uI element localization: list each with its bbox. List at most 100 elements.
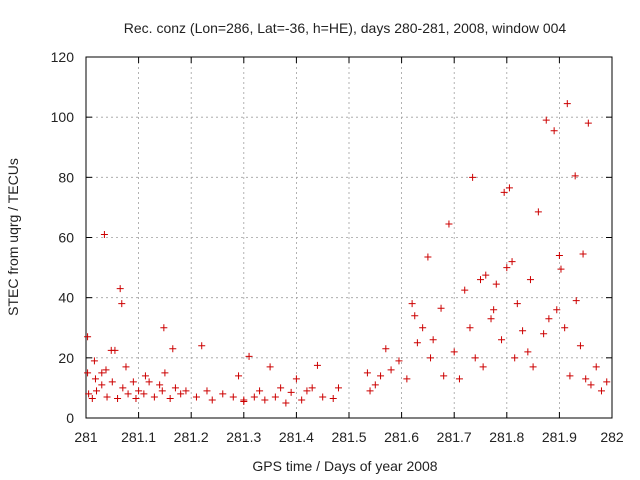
data-point-marker [505,184,513,192]
y-axis-label: STEC from uqrg / TECUs [5,158,21,316]
data-point-marker [334,384,342,392]
data-point-marker [287,388,295,396]
data-point-marker [256,387,264,395]
data-point-marker [261,396,269,404]
axis-ticks [85,56,613,419]
data-point-marker [479,363,487,371]
data-point-marker [563,100,571,108]
y-tick-label: 20 [58,350,74,366]
data-point-marker [266,363,274,371]
data-point-marker [561,324,569,332]
data-point-marker [108,378,116,386]
data-point-marker [524,348,532,356]
y-tick-label: 120 [51,49,75,65]
data-point-marker [424,253,432,261]
data-point-marker [363,369,371,377]
data-point-marker [566,372,574,380]
data-point-marker [235,372,243,380]
data-point-marker [411,312,419,320]
data-point-marker [534,208,542,216]
data-point-marker [469,173,477,181]
data-point-marker [208,396,216,404]
data-point-marker [150,393,158,401]
data-point-marker [169,345,177,353]
data-point-marker [592,363,600,371]
data-point-marker [529,363,537,371]
data-point-marker [313,361,321,369]
data-point-marker [198,342,206,350]
data-point-marker [282,399,290,407]
data-point-marker [111,346,119,354]
data-point-marker [440,372,448,380]
data-point-marker [455,375,463,383]
x-tick-label: 281.1 [121,429,156,445]
data-point-marker [98,381,106,389]
data-point-marker [403,375,411,383]
data-point-marker [103,393,111,401]
data-point-marker [582,375,590,383]
data-point-marker [466,324,474,332]
data-point-marker [329,394,337,402]
data-point-marker [513,300,521,308]
data-point-marker [526,276,534,284]
data-point-marker [597,387,605,395]
x-tick-label: 281.5 [331,429,366,445]
data-point-marker [88,394,96,402]
data-point-marker [308,384,316,392]
data-point-marker [140,390,148,398]
y-tick-label: 40 [58,290,74,306]
data-point-marker [508,258,516,266]
data-point-marker [366,387,374,395]
data-point-marker [500,188,508,196]
data-point-marker [145,378,153,386]
data-point-marker [587,381,595,389]
data-point-marker [93,387,101,395]
data-point-marker [84,369,92,377]
data-point-marker [100,230,108,238]
data-point-marker [90,357,98,365]
data-point-marker [519,327,527,335]
data-point-marker [557,265,565,273]
data-point-marker [450,348,458,356]
data-point-marker [98,369,106,377]
data-point-marker [553,306,561,314]
data-point-marker [437,304,445,312]
data-point-marker [542,116,550,124]
data-point-marker [161,369,169,377]
y-tick-label: 0 [66,410,74,426]
data-point-marker [576,342,584,350]
data-point-marker [122,363,130,371]
data-point-marker [445,220,453,228]
data-point-marker [382,345,390,353]
data-point-marker [91,375,99,383]
data-point-marker [124,390,132,398]
data-point-marker [408,300,416,308]
x-axis-label: GPS time / Days of year 2008 [252,458,437,474]
data-point-marker [319,393,327,401]
data-point-marker [387,366,395,374]
data-point-marker [240,396,248,404]
data-point-marker [303,387,311,395]
data-point-marker [498,336,506,344]
data-point-marker [118,300,126,308]
data-point-marker [429,336,437,344]
data-point-marker [545,315,553,323]
data-point-marker [490,306,498,314]
data-point-marker [419,324,427,332]
data-point-marker [129,378,137,386]
data-point-marker [492,280,500,288]
data-point-marker [571,172,579,180]
data-point-marker [277,384,285,392]
data-point-marker [156,381,164,389]
data-point-marker [572,297,580,305]
x-tick-label: 281 [74,429,98,445]
data-point-marker [229,393,237,401]
data-point-marker [584,119,592,127]
data-point-marker [482,271,490,279]
data-point-marker [119,384,127,392]
data-point-marker [477,276,484,284]
data-point-marker [160,324,168,332]
x-tick-label: 281.8 [489,429,524,445]
grid [86,57,612,418]
